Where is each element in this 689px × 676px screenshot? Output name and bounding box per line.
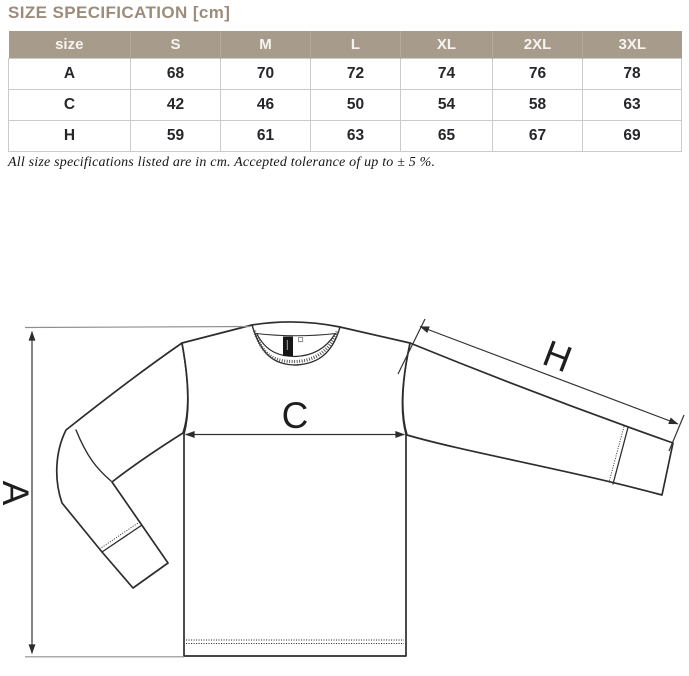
size-value-cell: 58 [492,89,583,121]
dimension-lines [24,318,685,658]
header-cell-s: S [130,31,221,59]
dimension-label-cell: H [8,120,131,152]
size-value-cell: 54 [400,89,493,121]
header-cell-2xl: 2XL [492,31,583,59]
right-cuff-seam [612,426,629,485]
dimension-label-cell: C [8,89,131,121]
neck-label-tag [283,336,293,356]
size-value-cell: 72 [310,58,401,90]
size-value-cell: 63 [310,120,401,152]
dimension-label-cell: A [8,58,131,90]
collar-band-line [255,332,337,337]
size-value-cell: 59 [130,120,221,152]
left-sleeve-outline [55,342,189,589]
header-cell-size: size [8,31,131,59]
left-cuff-stitch [99,521,140,550]
elbow-crease-line [75,429,112,482]
size-value-cell: 63 [582,89,682,121]
table-row-c: C 42 46 50 54 58 63 [8,89,682,121]
tolerance-note: All size specifications listed are in cm… [8,155,436,170]
left-cuff-seam [101,524,143,553]
size-value-cell: 67 [492,120,583,152]
size-value-cell: 74 [400,58,493,90]
dim-a-label: A [0,481,36,506]
header-cell-m: M [220,31,311,59]
size-value-cell: 61 [220,120,311,152]
size-value-cell: 69 [582,120,682,152]
page-title: SIZE SPECIFICATION [cm] [8,3,231,22]
size-table: size S M L XL 2XL 3XL A 68 70 72 74 76 7… [8,31,682,152]
size-value-cell: 76 [492,58,583,90]
size-value-cell: 68 [130,58,221,90]
header-cell-xl: XL [400,31,493,59]
table-row-a: A 68 70 72 74 76 78 [8,58,682,90]
header-cell-3xl: 3XL [582,31,682,59]
dim-h-line [419,325,679,425]
size-value-cell: 50 [310,89,401,121]
table-row-h: H 59 61 63 65 67 69 [8,120,682,152]
size-table-header-row: size S M L XL 2XL 3XL [8,31,682,59]
size-value-cell: 42 [130,89,221,121]
collar-inner-arc [256,333,336,358]
header-cell-l: L [310,31,401,59]
collar-outer-arc [251,324,341,366]
dim-c-label: C [282,395,309,436]
right-cuff-stitch [608,426,625,483]
neck-label [283,336,304,356]
dim-a-extension-top [24,325,251,329]
neck-label-print [286,340,288,350]
size-value-cell: 70 [220,58,311,90]
torso-outline [181,321,411,657]
neck-care-tag [298,337,304,343]
dim-h-extension-end [668,414,685,452]
right-sleeve-outline [401,342,674,496]
